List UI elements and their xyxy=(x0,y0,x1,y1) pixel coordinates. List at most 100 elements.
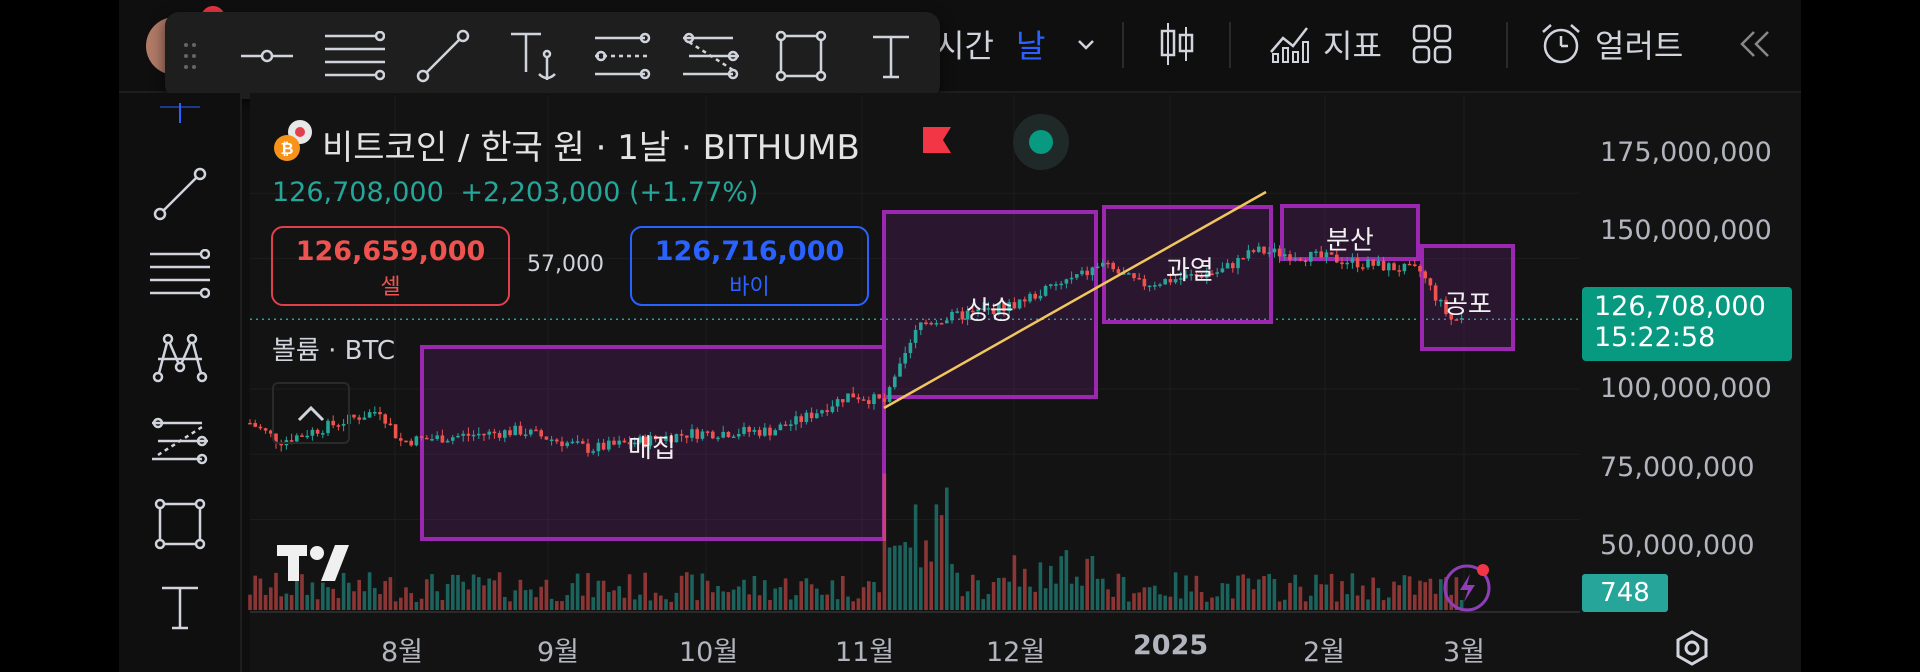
candle-body xyxy=(601,442,606,450)
volume-bar xyxy=(659,595,663,610)
candle-type-icon[interactable] xyxy=(1159,18,1195,70)
candle-body xyxy=(497,432,502,438)
pattern-icon[interactable] xyxy=(149,326,211,388)
x-tick-label: 2025 xyxy=(1133,630,1209,661)
candle-body xyxy=(794,416,798,425)
collapse-toolbar-icon[interactable] xyxy=(1736,18,1776,70)
text-tool-icon[interactable] xyxy=(149,576,211,638)
volume-bar xyxy=(461,581,465,610)
candle-body xyxy=(477,433,481,436)
quick-trade-icon[interactable] xyxy=(1440,560,1494,614)
candle-body xyxy=(1205,273,1209,278)
volume-bar xyxy=(414,601,419,610)
candle-body xyxy=(950,311,954,321)
volume-bar xyxy=(965,591,970,610)
volume-bar xyxy=(586,573,590,610)
candle-body xyxy=(695,429,699,439)
interval-value[interactable]: 날 xyxy=(1016,27,1046,65)
chevron-down-icon[interactable] xyxy=(1074,18,1098,70)
buy-label: 바이 xyxy=(729,275,770,300)
volume-bar xyxy=(1116,573,1121,610)
drag-handle-icon[interactable] xyxy=(183,42,197,70)
candle-body xyxy=(1231,263,1235,269)
volume-bar xyxy=(924,540,928,610)
candle-body xyxy=(607,440,611,450)
candle-body xyxy=(731,436,736,438)
candle-body xyxy=(622,440,627,443)
buy-button[interactable]: 126,716,000 바이 xyxy=(630,226,869,306)
candle-body xyxy=(648,435,653,446)
volume-bar xyxy=(425,579,429,610)
toolbar-divider xyxy=(1229,22,1231,68)
indicators-button[interactable]: 지표 xyxy=(1269,18,1382,70)
candle-body xyxy=(253,423,257,427)
volume-bar xyxy=(544,579,549,610)
volume-bar xyxy=(1101,578,1105,610)
candle-body xyxy=(326,420,330,434)
text-tool-icon[interactable] xyxy=(861,30,921,82)
regression-trend-icon[interactable] xyxy=(681,30,741,82)
volume-bar xyxy=(1220,583,1225,610)
volume-bar xyxy=(945,487,949,610)
candle-body xyxy=(555,439,559,442)
candle-body xyxy=(1402,263,1407,272)
volume-bar xyxy=(289,595,294,610)
candle-body xyxy=(1142,278,1147,287)
volume-bar xyxy=(373,587,377,610)
candle-body xyxy=(269,430,273,434)
crosshair-icon[interactable] xyxy=(149,103,211,123)
collapse-legend-button[interactable] xyxy=(272,382,350,444)
candle-body xyxy=(1106,262,1110,265)
volume-bar xyxy=(1179,598,1183,610)
anchored-text-icon[interactable] xyxy=(505,30,565,82)
volume-bar xyxy=(835,599,840,610)
symbol-title[interactable]: 비트코인 / 한국 원 · 1날 · BITHUMB xyxy=(322,128,860,168)
volume-bar xyxy=(934,504,939,610)
volume-bar xyxy=(570,583,575,610)
candle-body xyxy=(1210,273,1214,276)
candle-body xyxy=(492,431,497,434)
candle-body xyxy=(690,429,694,438)
volume-bar xyxy=(284,593,289,610)
volume-bar xyxy=(1433,593,1438,610)
trend-line-icon[interactable] xyxy=(149,163,211,225)
tradingview-logo[interactable] xyxy=(277,543,351,587)
volume-bar xyxy=(336,598,341,610)
volume-bar xyxy=(1168,596,1173,610)
candle-body xyxy=(898,363,902,377)
volume-bar xyxy=(1366,599,1370,610)
trend-line-icon[interactable] xyxy=(413,29,473,83)
candle-body xyxy=(1272,248,1277,253)
volume-indicator-label[interactable]: 볼륨 · BTC xyxy=(272,336,395,366)
candle-body xyxy=(908,342,913,353)
candle-body xyxy=(1444,299,1448,315)
regression-trend-icon[interactable] xyxy=(149,410,211,472)
market-status-icon[interactable] xyxy=(1013,114,1069,170)
fib-retracement-icon[interactable] xyxy=(325,30,385,82)
candle-body xyxy=(1012,302,1017,309)
interval-label[interactable]: 시간 xyxy=(935,27,994,65)
candle-body xyxy=(336,425,341,427)
sell-button[interactable]: 126,659,000 셀 xyxy=(271,226,510,306)
candle-body xyxy=(742,427,746,434)
candle-body xyxy=(815,413,819,419)
flag-icon[interactable] xyxy=(921,125,953,159)
candle-body xyxy=(388,423,393,426)
rectangle-icon[interactable] xyxy=(149,493,211,555)
alerts-button[interactable]: 얼러트 xyxy=(1539,18,1683,70)
horizontal-ray-icon[interactable] xyxy=(237,30,297,82)
settings-icon[interactable] xyxy=(1672,628,1712,668)
layout-grid-icon[interactable] xyxy=(1412,18,1452,70)
volume-bar xyxy=(711,592,715,610)
fib-retracement-icon[interactable] xyxy=(149,243,211,305)
parallel-channel-icon[interactable] xyxy=(593,30,653,82)
volume-bar xyxy=(1106,589,1110,610)
candle-body xyxy=(544,436,549,440)
volume-bar xyxy=(482,585,486,610)
volume-bar xyxy=(1189,591,1193,610)
volume-bar xyxy=(534,597,538,610)
volume-bar xyxy=(742,579,746,610)
rectangle-icon[interactable] xyxy=(771,30,831,82)
candle-body xyxy=(1439,299,1443,302)
